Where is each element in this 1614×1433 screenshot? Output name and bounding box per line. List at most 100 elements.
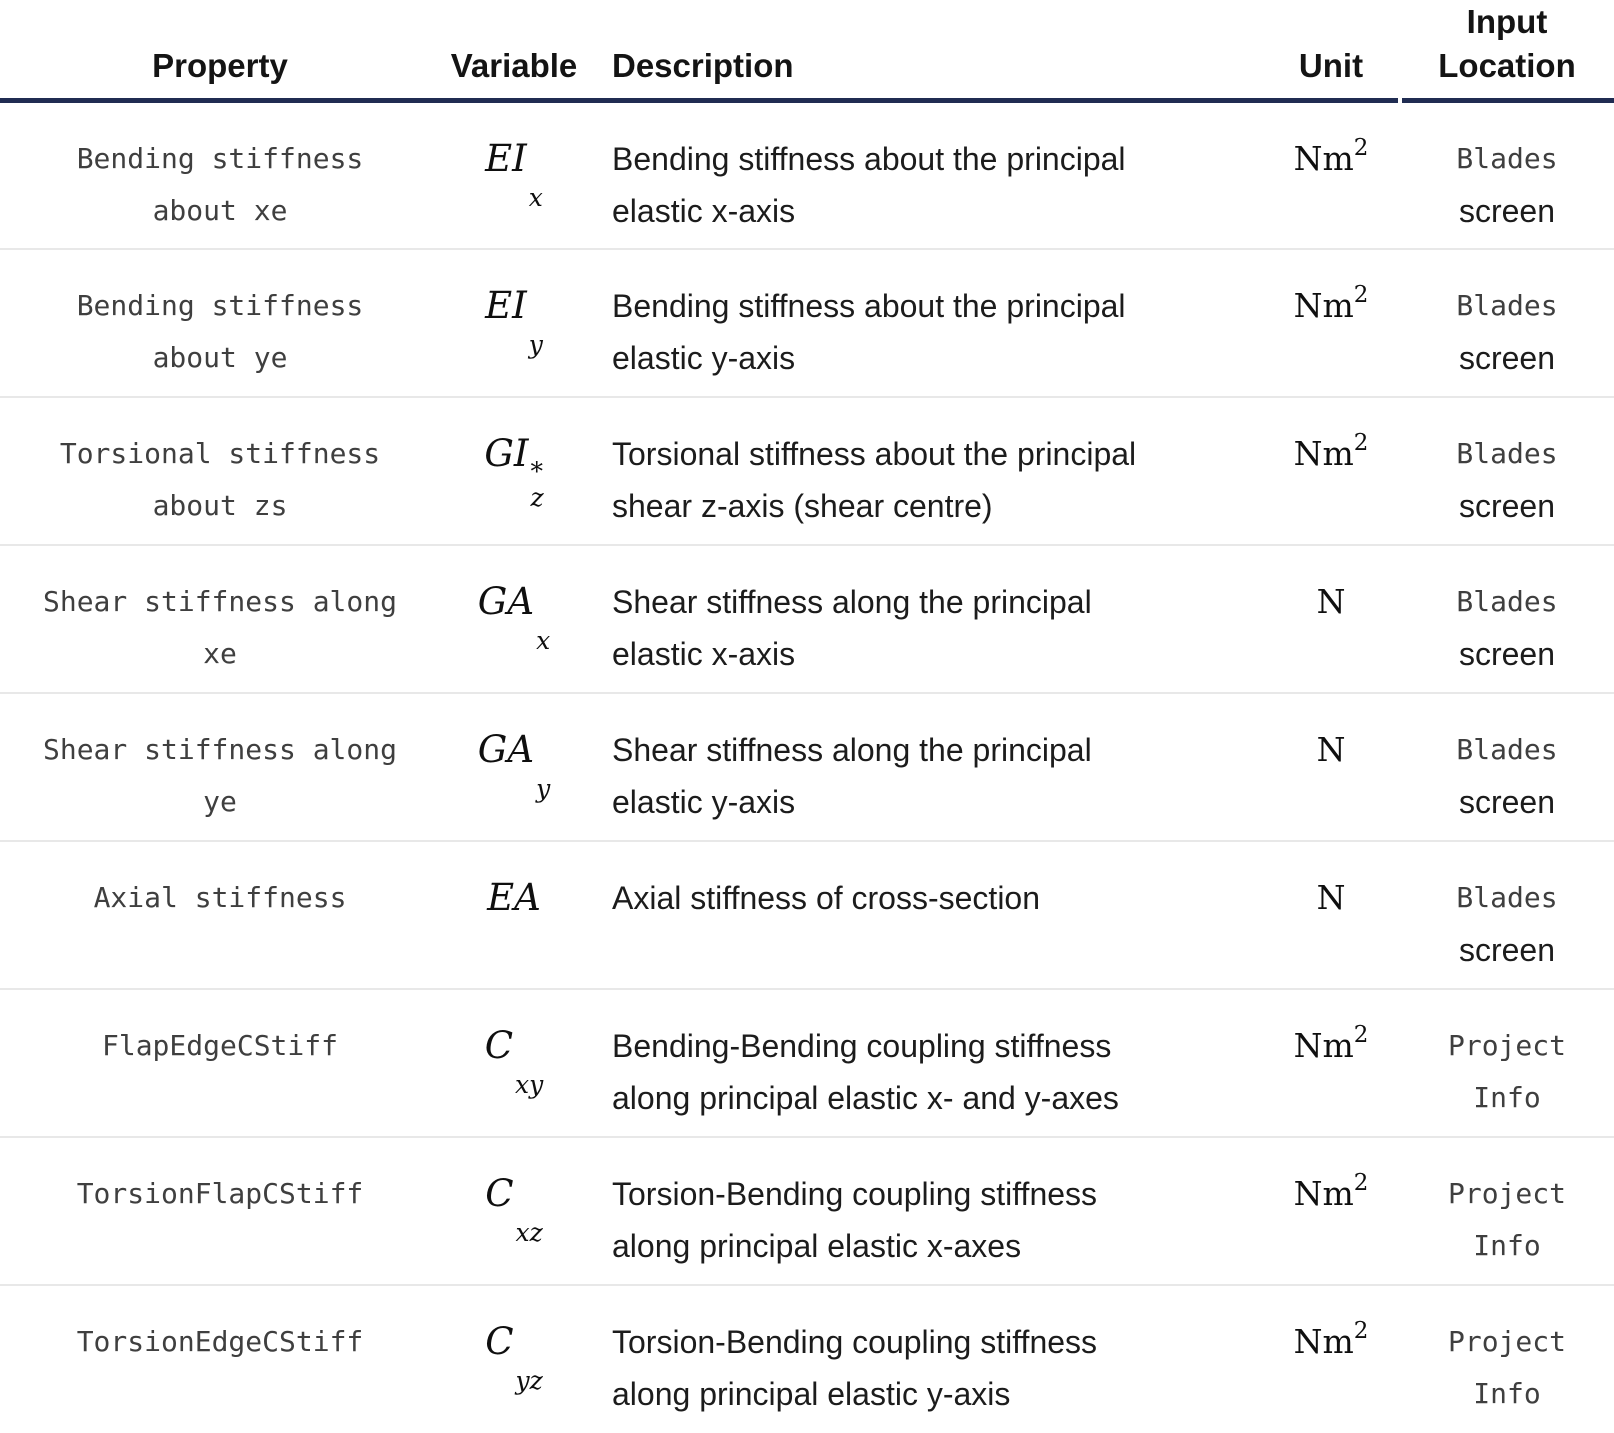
input-location-cell: Project Info (1400, 987, 1614, 1137)
input-location-cell: Blades screen (1400, 543, 1614, 693)
location-plain-text: screen (1458, 487, 1556, 524)
input-location-cell: Blades screen (1400, 247, 1614, 397)
property-code: Bending stiffness about xe (76, 142, 364, 227)
input-location-cell: Blades screen (1400, 691, 1614, 841)
description-cell: Shear stiffness along the principal elas… (588, 543, 1262, 693)
unit-value: N (1316, 877, 1346, 917)
unit-cell: N (1262, 543, 1400, 693)
variable-cell: EI y (440, 247, 588, 397)
location-code-text: Blades (1456, 880, 1558, 914)
property-code: FlapEdgeCStiff (101, 1028, 338, 1062)
property-cell: Shear stiffness along ye (0, 691, 440, 841)
variable-cell: GI * z (440, 395, 588, 545)
variable-symbol: C (485, 1171, 514, 1215)
location-code-text: Project (1447, 1324, 1566, 1358)
property-cell: FlapEdgeCStiff (0, 987, 440, 1137)
location-plain-text: screen (1458, 193, 1556, 229)
description-cell: Bending stiffness about the principal el… (612, 141, 1126, 229)
variable-superscript: * (530, 456, 544, 486)
unit-exponent: 2 (1353, 429, 1369, 456)
location-plain-text: screen (1458, 783, 1556, 820)
variable-scripts: * z (531, 459, 544, 511)
column-header-property: Property (0, 0, 440, 103)
location-code-text: Blades (1456, 732, 1558, 766)
table-row: Shear stiffness along xe GA x Shear stiff… (0, 543, 1614, 693)
variable-cell: EI x (440, 101, 588, 249)
property-cell: Bending stiffness about ye (0, 247, 440, 397)
description-cell: Torsion-Bending coupling stiffness along… (588, 1135, 1262, 1285)
variable-subscript: y (528, 329, 543, 359)
input-location-cell: Blades screen (1400, 839, 1614, 989)
property-code: Axial stiffness (93, 880, 347, 914)
variable-scripts: x (536, 602, 550, 654)
table-header: Property Variable Description Unit Input… (0, 0, 1614, 103)
unit-cell: N (1262, 691, 1400, 841)
variable-symbol: EI (485, 283, 527, 327)
variable-scripts: xz (516, 1194, 543, 1246)
property-code: Torsional stiffness about zs (59, 436, 381, 522)
location-plain-text: screen (1458, 339, 1556, 376)
column-header-input-location: Input Location (1398, 0, 1614, 103)
location-code-text: Blades (1456, 288, 1558, 322)
property-code: TorsionEdgeCStiff (76, 1324, 364, 1358)
variable-symbol: GA (477, 727, 535, 771)
unit-exponent: 2 (1353, 281, 1369, 308)
location-code-text: Project (1447, 1028, 1566, 1062)
column-header-unit: Unit (1262, 0, 1400, 103)
location-code-text: Blades (1456, 584, 1558, 618)
variable-subscript: z (530, 482, 544, 512)
variable-symbol: C (485, 1319, 514, 1363)
variable-cell: GA y (440, 691, 588, 841)
location-code-text: Blades (1456, 436, 1558, 470)
table-row: Torsional stiffness about zs GI * z Torsio… (0, 395, 1614, 545)
unit-value: N (1316, 581, 1346, 621)
description-cell: Shear stiffness along the principal elas… (588, 691, 1262, 841)
unit-cell: Nm2 (1262, 1283, 1400, 1433)
unit-cell: Nm2 (1262, 101, 1400, 249)
description-cell: Bending-Bending coupling stiffness along… (588, 987, 1262, 1137)
variable-scripts: x (529, 159, 543, 211)
table-row: Bending stiffness about ye EI y Bending s… (0, 247, 1614, 397)
input-location-cell: Project Info (1400, 1283, 1614, 1433)
header-row: Property Variable Description Unit Input… (0, 0, 1614, 103)
property-cell: Axial stiffness (0, 839, 440, 989)
table-row: Shear stiffness along ye GA y Shear stiff… (0, 691, 1614, 841)
location-plain-text: screen (1458, 931, 1556, 968)
variable-subscript: xy (515, 1069, 544, 1099)
unit-value: N (1316, 729, 1346, 769)
unit-value: Nm (1293, 433, 1354, 473)
unit-value: Nm (1293, 285, 1354, 325)
variable-subscript: x (536, 625, 551, 655)
description-cell: Torsion-Bending coupling stiffness along… (588, 1283, 1262, 1433)
variable-subscript: xz (515, 1217, 543, 1247)
location-code-text: Info (1473, 1080, 1541, 1114)
location-plain-text: screen (1458, 635, 1556, 672)
property-cell: TorsionEdgeCStiff (0, 1283, 440, 1433)
location-code-text: Info (1473, 1228, 1541, 1262)
location-code-text: Info (1473, 1376, 1541, 1410)
description-cell: Axial stiffness of cross-section (588, 839, 1262, 989)
property-cell: Bending stiffness about xe (0, 101, 440, 249)
property-cell: Torsional stiffness about zs (0, 395, 440, 545)
variable-subscript: y (536, 773, 551, 803)
variable-scripts: y (536, 750, 550, 802)
property-code: Bending stiffness about ye (76, 288, 364, 374)
unit-cell: N (1262, 839, 1400, 989)
variable-scripts: y (529, 306, 543, 358)
location-code-text: Blades (1456, 142, 1558, 175)
table-body: Bending stiffness about xe EI x Bending s… (0, 101, 1614, 1433)
unit-value: Nm (1293, 1321, 1354, 1361)
unit-value: Nm (1293, 1173, 1354, 1213)
table-row: Axial stiffness EA Axial stiffness of cr… (0, 839, 1614, 989)
property-code: TorsionFlapCStiff (76, 1176, 364, 1210)
unit-cell: Nm2 (1262, 987, 1400, 1137)
property-code: Shear stiffness along ye (42, 732, 397, 818)
input-location-cell: Blades screen (1400, 395, 1614, 545)
location-code-text: Project (1447, 1176, 1566, 1210)
